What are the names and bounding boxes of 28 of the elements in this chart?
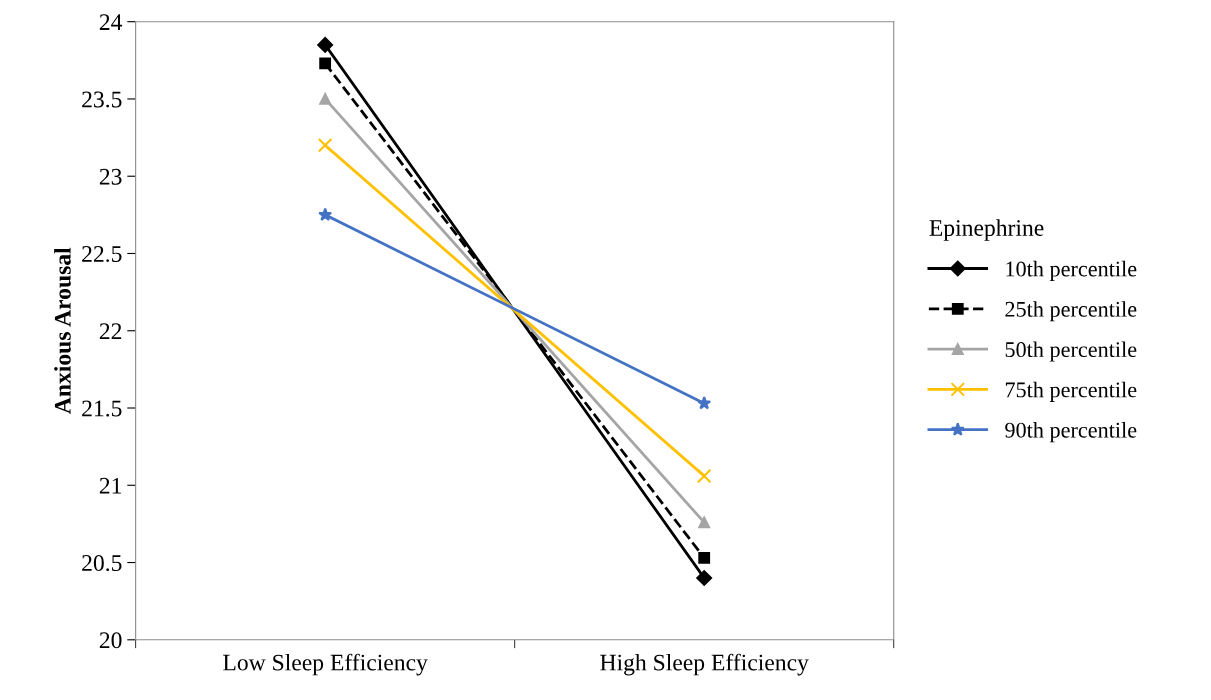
y-tick-label: 24 [99,14,123,30]
point [318,207,333,221]
y-axis-title: Anxious Arousal [54,247,71,414]
y-tick-label: 20 [99,632,122,649]
point [696,468,712,484]
point [698,552,711,564]
y-tick-label: 22 [99,323,122,339]
point [319,93,332,105]
x-tick-label: High Sleep Efficiency [600,653,809,676]
point [317,36,334,53]
y-tick-label: 21.5 [82,400,122,417]
y-tick-label: 20.5 [82,555,122,572]
legend-title: Epinephrine [929,219,1044,241]
point [319,57,332,70]
x-tick-label: Low Sleep Efficiency [223,653,428,676]
legend-label: 75th percentile [1005,381,1137,402]
y-tick-label: 23.5 [82,91,122,108]
legend-label: 10th percentile [1006,260,1137,282]
point [317,138,333,153]
y-tick-label: 23 [99,168,122,185]
point [698,516,711,529]
y-tick-label: 21 [99,477,122,494]
legend-label: 90th percentile [1005,422,1137,443]
point [696,570,713,586]
legend-label: 25th percentile [1005,301,1137,322]
y-tick-label: 22.5 [82,246,122,263]
point [697,396,712,410]
legend-label: 50th percentile [1005,341,1137,362]
